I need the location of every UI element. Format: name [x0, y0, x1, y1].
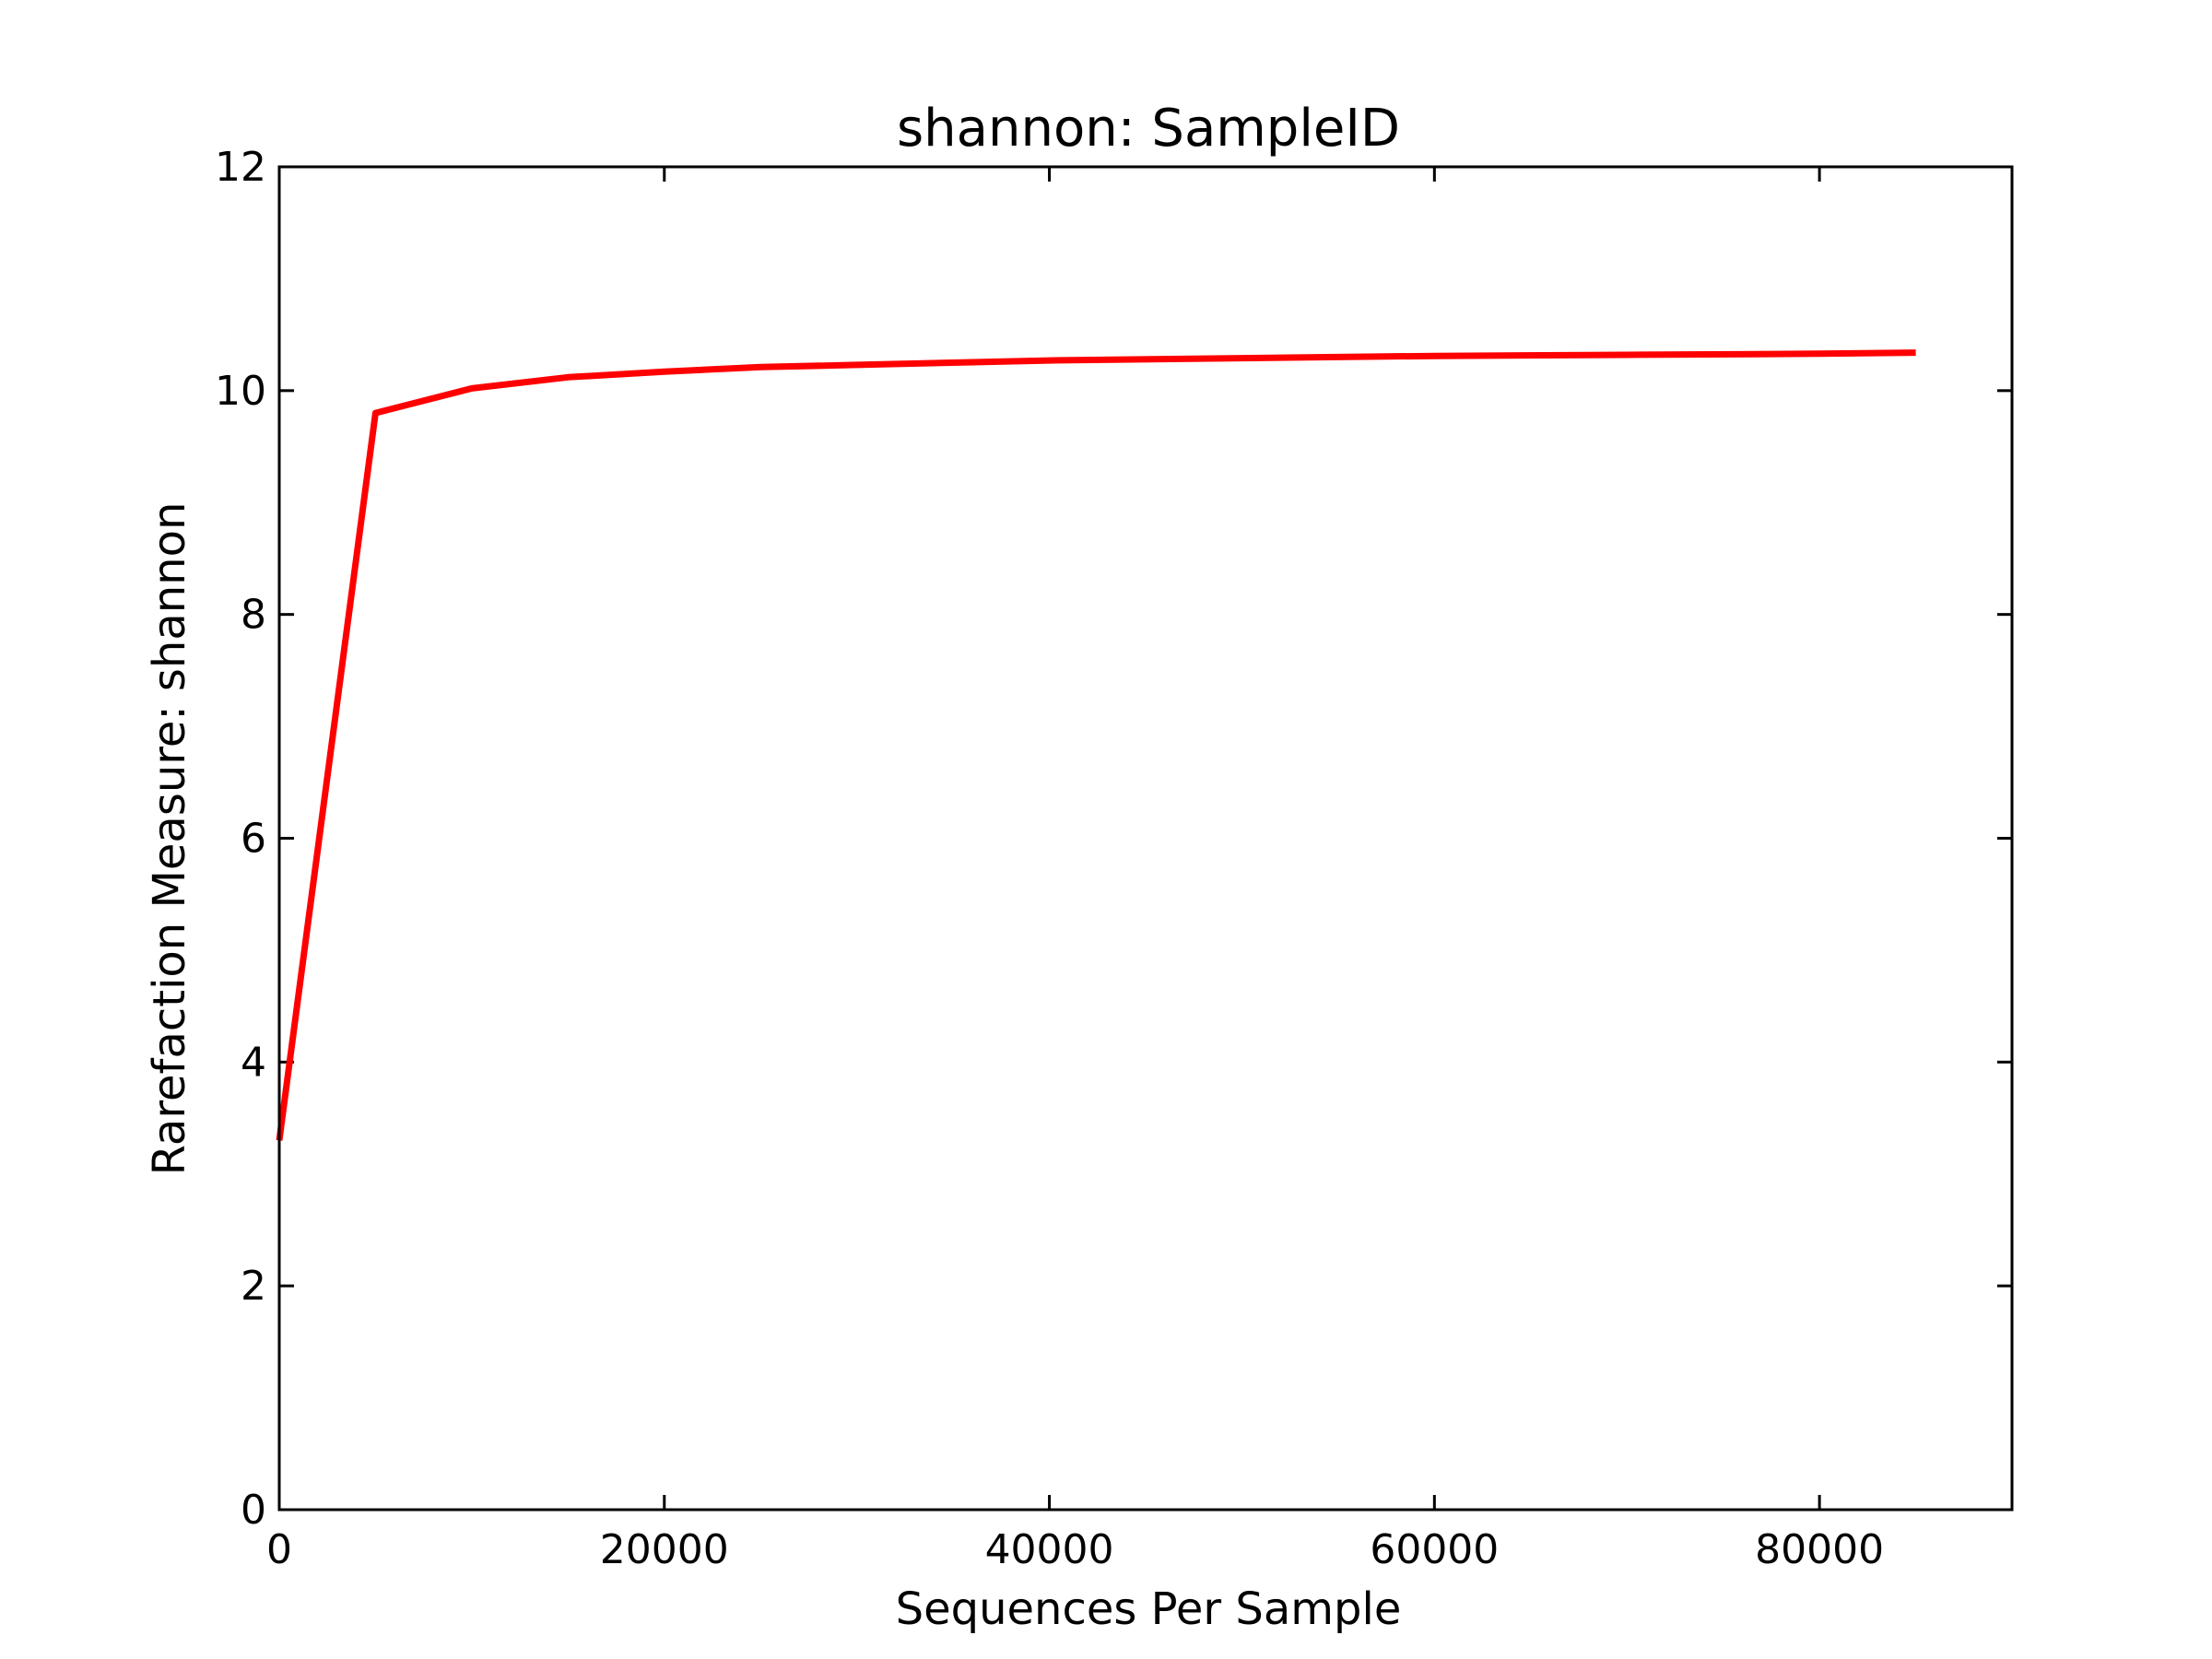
x-tick-label: 60000 [1370, 1526, 1499, 1573]
y-axis-ticks: 0 2 4 6 8 10 12 [215, 144, 2012, 1534]
y-tick-label: 2 [241, 1263, 266, 1310]
series-layer [276, 349, 1916, 1141]
y-axis-label: Rarefaction Measure: shannon [144, 502, 195, 1176]
x-tick-label: 0 [266, 1526, 292, 1573]
y-tick-label: 6 [241, 816, 266, 863]
chart-title: shannon: SampleID [897, 99, 1400, 159]
y-tick-label: 0 [241, 1487, 266, 1534]
y-tick-label: 12 [215, 144, 266, 191]
y-tick-label: 10 [215, 368, 266, 415]
y-tick-label: 8 [241, 592, 266, 639]
y-tick-label: 4 [241, 1039, 266, 1086]
x-tick-label: 40000 [985, 1526, 1114, 1573]
x-tick-label: 20000 [600, 1526, 729, 1573]
series-line-0 [276, 349, 1916, 1141]
x-tick-label: 80000 [1755, 1526, 1884, 1573]
x-axis-ticks: 0 20000 40000 60000 80000 [266, 167, 1884, 1573]
x-axis-label: Sequences Per Sample [896, 1583, 1402, 1635]
plot-frame [277, 165, 2014, 1512]
